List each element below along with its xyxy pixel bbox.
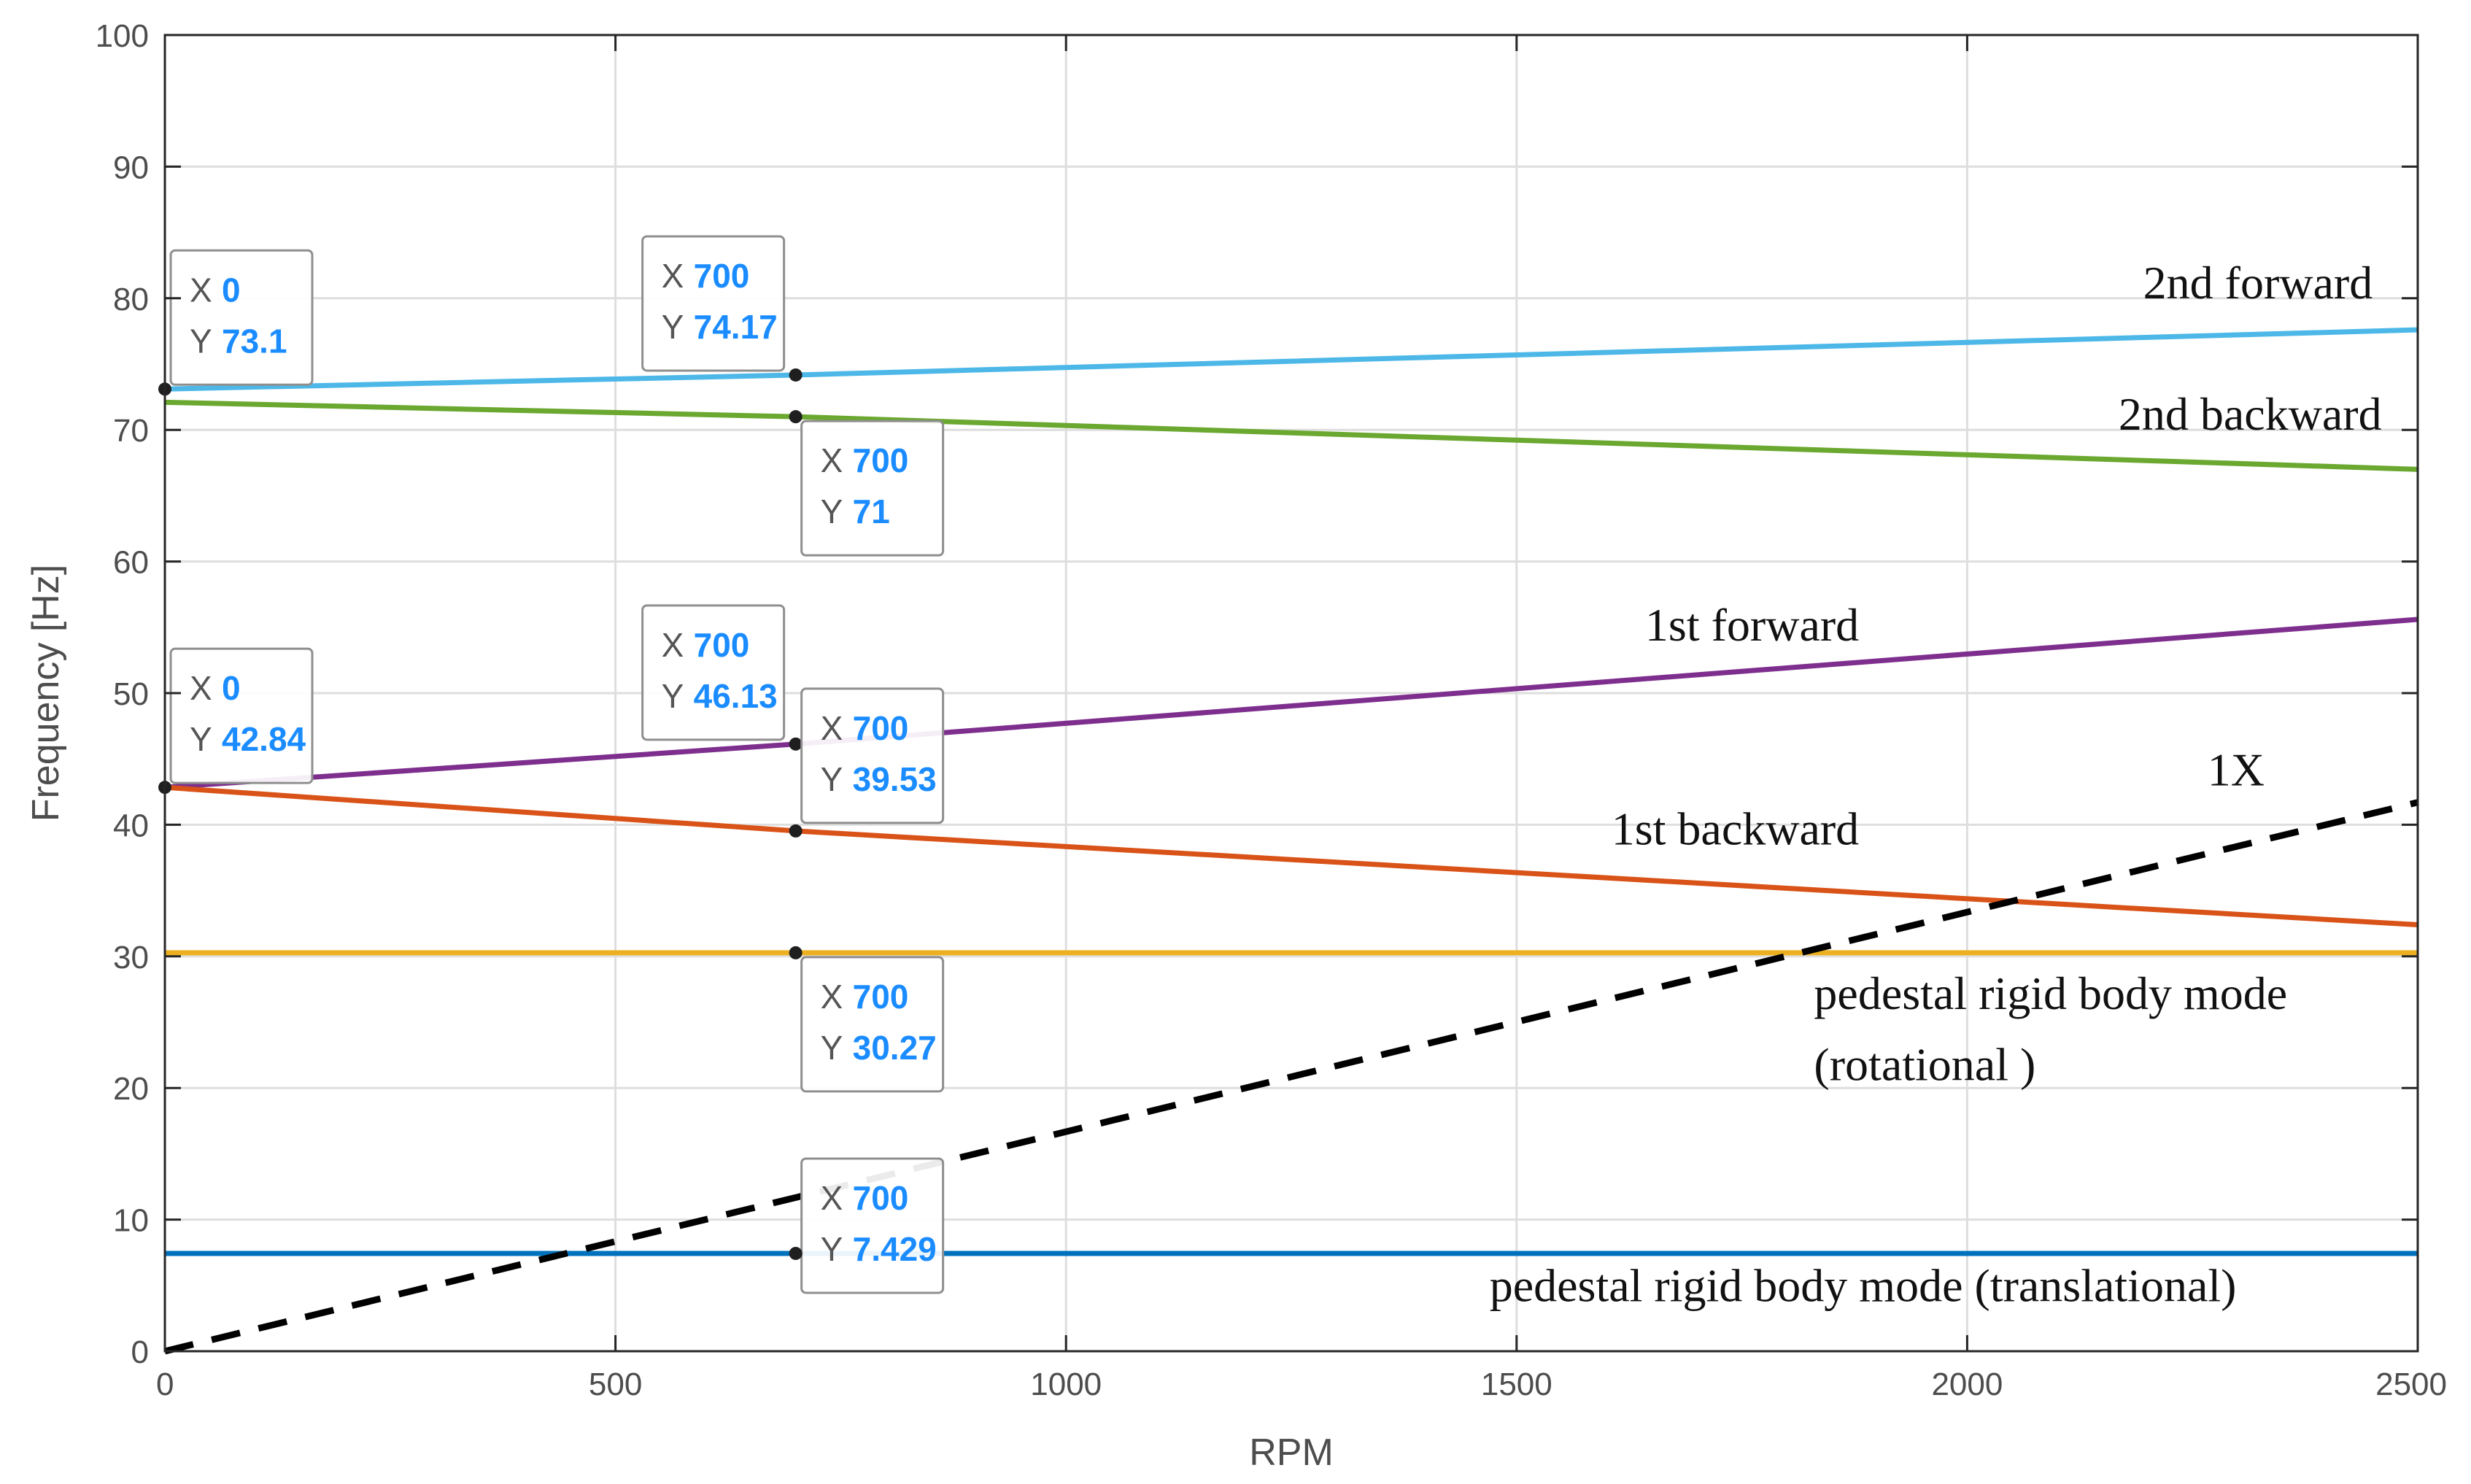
annotation-label: 1st forward xyxy=(1645,599,1859,651)
x-axis-label: RPM xyxy=(1249,1431,1334,1474)
datatip: X 0Y 73.1 xyxy=(158,249,314,396)
y-tick-label: 60 xyxy=(113,545,149,581)
datatip-marker xyxy=(789,737,803,751)
datatip-marker xyxy=(789,946,803,959)
datatip-box xyxy=(641,235,786,372)
y-tick-label: 20 xyxy=(113,1071,149,1107)
datatip-x-value: 700 xyxy=(853,978,909,1016)
datatip-x-value: 700 xyxy=(853,441,909,479)
annotation-label: 2nd forward xyxy=(2143,257,2373,309)
y-tick-label: 10 xyxy=(113,1203,149,1239)
datatip-box xyxy=(800,956,945,1093)
x-tick-label: 1000 xyxy=(1030,1367,1102,1402)
y-tick-label: 0 xyxy=(131,1334,149,1370)
datatip-marker xyxy=(789,368,803,382)
y-tick-label: 90 xyxy=(113,150,149,185)
series-line-1x xyxy=(163,799,2419,1355)
datatip: X 700 Y 30.27 xyxy=(789,946,945,1093)
annotation-label: pedestal rigid body mode xyxy=(1814,967,2287,1019)
datatip-y-value: 39.53 xyxy=(853,760,937,798)
datatip-marker xyxy=(789,824,803,838)
x-tick-label: 2500 xyxy=(2375,1367,2447,1402)
datatip-y-value: 71 xyxy=(853,492,890,530)
datatip-x-value: 0 xyxy=(222,669,241,707)
datatip-x-label: X xyxy=(190,271,212,309)
datatip: X 700 Y 46.13 xyxy=(641,604,803,751)
datatip-box xyxy=(169,647,314,784)
datatip: X 0Y 42.84 xyxy=(158,647,314,795)
grid xyxy=(163,34,2419,1353)
datatip-marker xyxy=(789,410,803,424)
datatip-y-value: 42.84 xyxy=(222,720,306,758)
annotation-label: 1st backward xyxy=(1612,803,1859,854)
datatip-y-value: 7.429 xyxy=(853,1230,937,1268)
datatip-x-label: X xyxy=(821,1179,843,1217)
datatip-y-value: 46.13 xyxy=(694,677,778,715)
y-tick-label: 40 xyxy=(113,808,149,843)
datatip: X 700 Y 71 xyxy=(789,410,945,557)
datatip-y-label: Y xyxy=(821,760,843,798)
y-axis-label: Frequency [Hz] xyxy=(25,565,67,822)
datatip-x-label: X xyxy=(821,978,843,1016)
datatip: X 700 Y 7.429 xyxy=(789,1157,945,1294)
annotation-label: pedestal rigid body mode (translational) xyxy=(1490,1259,2237,1311)
x-tick-label: 0 xyxy=(156,1367,174,1402)
y-tick-label: 30 xyxy=(113,940,149,975)
datatip-x-label: X xyxy=(662,257,684,295)
datatip-y-label: Y xyxy=(662,677,684,715)
x-tick-label: 2000 xyxy=(1931,1367,2003,1402)
annotation-label: 1X xyxy=(2208,743,2265,795)
datatip-y-label: Y xyxy=(821,1029,843,1067)
datatip-x-value: 700 xyxy=(853,709,909,747)
datatip-x-label: X xyxy=(821,441,843,479)
datatip-x-label: X xyxy=(821,709,843,747)
datatip-x-value: 0 xyxy=(222,271,241,309)
y-tick-label: 80 xyxy=(113,282,149,317)
axes: 0 500 1000 1500 2000 250001020304050607080901… xyxy=(96,18,2447,1402)
annotation-label: 2nd backward xyxy=(2119,388,2382,440)
x-tick-label: 500 xyxy=(589,1367,642,1402)
datatip-y-label: Y xyxy=(662,308,684,346)
datatip-y-value: 30.27 xyxy=(853,1029,937,1067)
datatip-x-value: 700 xyxy=(853,1179,909,1217)
datatip-y-label: Y xyxy=(821,492,843,530)
datatip-marker xyxy=(789,1246,803,1260)
datatip-y-label: Y xyxy=(190,720,212,758)
datatip-box xyxy=(641,604,786,741)
datatip-x-value: 700 xyxy=(694,626,750,664)
y-tick-label: 70 xyxy=(113,413,149,449)
datatip-box xyxy=(800,420,945,557)
x-tick-label: 1500 xyxy=(1481,1367,1552,1402)
datatip-y-label: Y xyxy=(190,322,212,360)
datatip-box xyxy=(169,249,314,386)
datatip-x-label: X xyxy=(662,626,684,664)
datatip-box xyxy=(800,687,945,824)
datatip-x-label: X xyxy=(190,669,212,707)
datatip: X 700 Y 39.53 xyxy=(789,687,945,838)
datatip-y-value: 73.1 xyxy=(222,322,287,360)
datatip-box xyxy=(800,1157,945,1294)
datatip-y-label: Y xyxy=(821,1230,843,1268)
y-tick-label: 50 xyxy=(113,676,149,712)
datatip-y-value: 74.17 xyxy=(694,308,778,346)
datatip-x-value: 700 xyxy=(694,257,750,295)
y-tick-label: 100 xyxy=(96,18,149,54)
annotation-layer: 2nd forward 2nd backward 1st forward 1st ba… xyxy=(1490,257,2382,1312)
datatip: X 700 Y 74.17 xyxy=(641,235,803,382)
annotation-label: (rotational ) xyxy=(1814,1038,2035,1090)
